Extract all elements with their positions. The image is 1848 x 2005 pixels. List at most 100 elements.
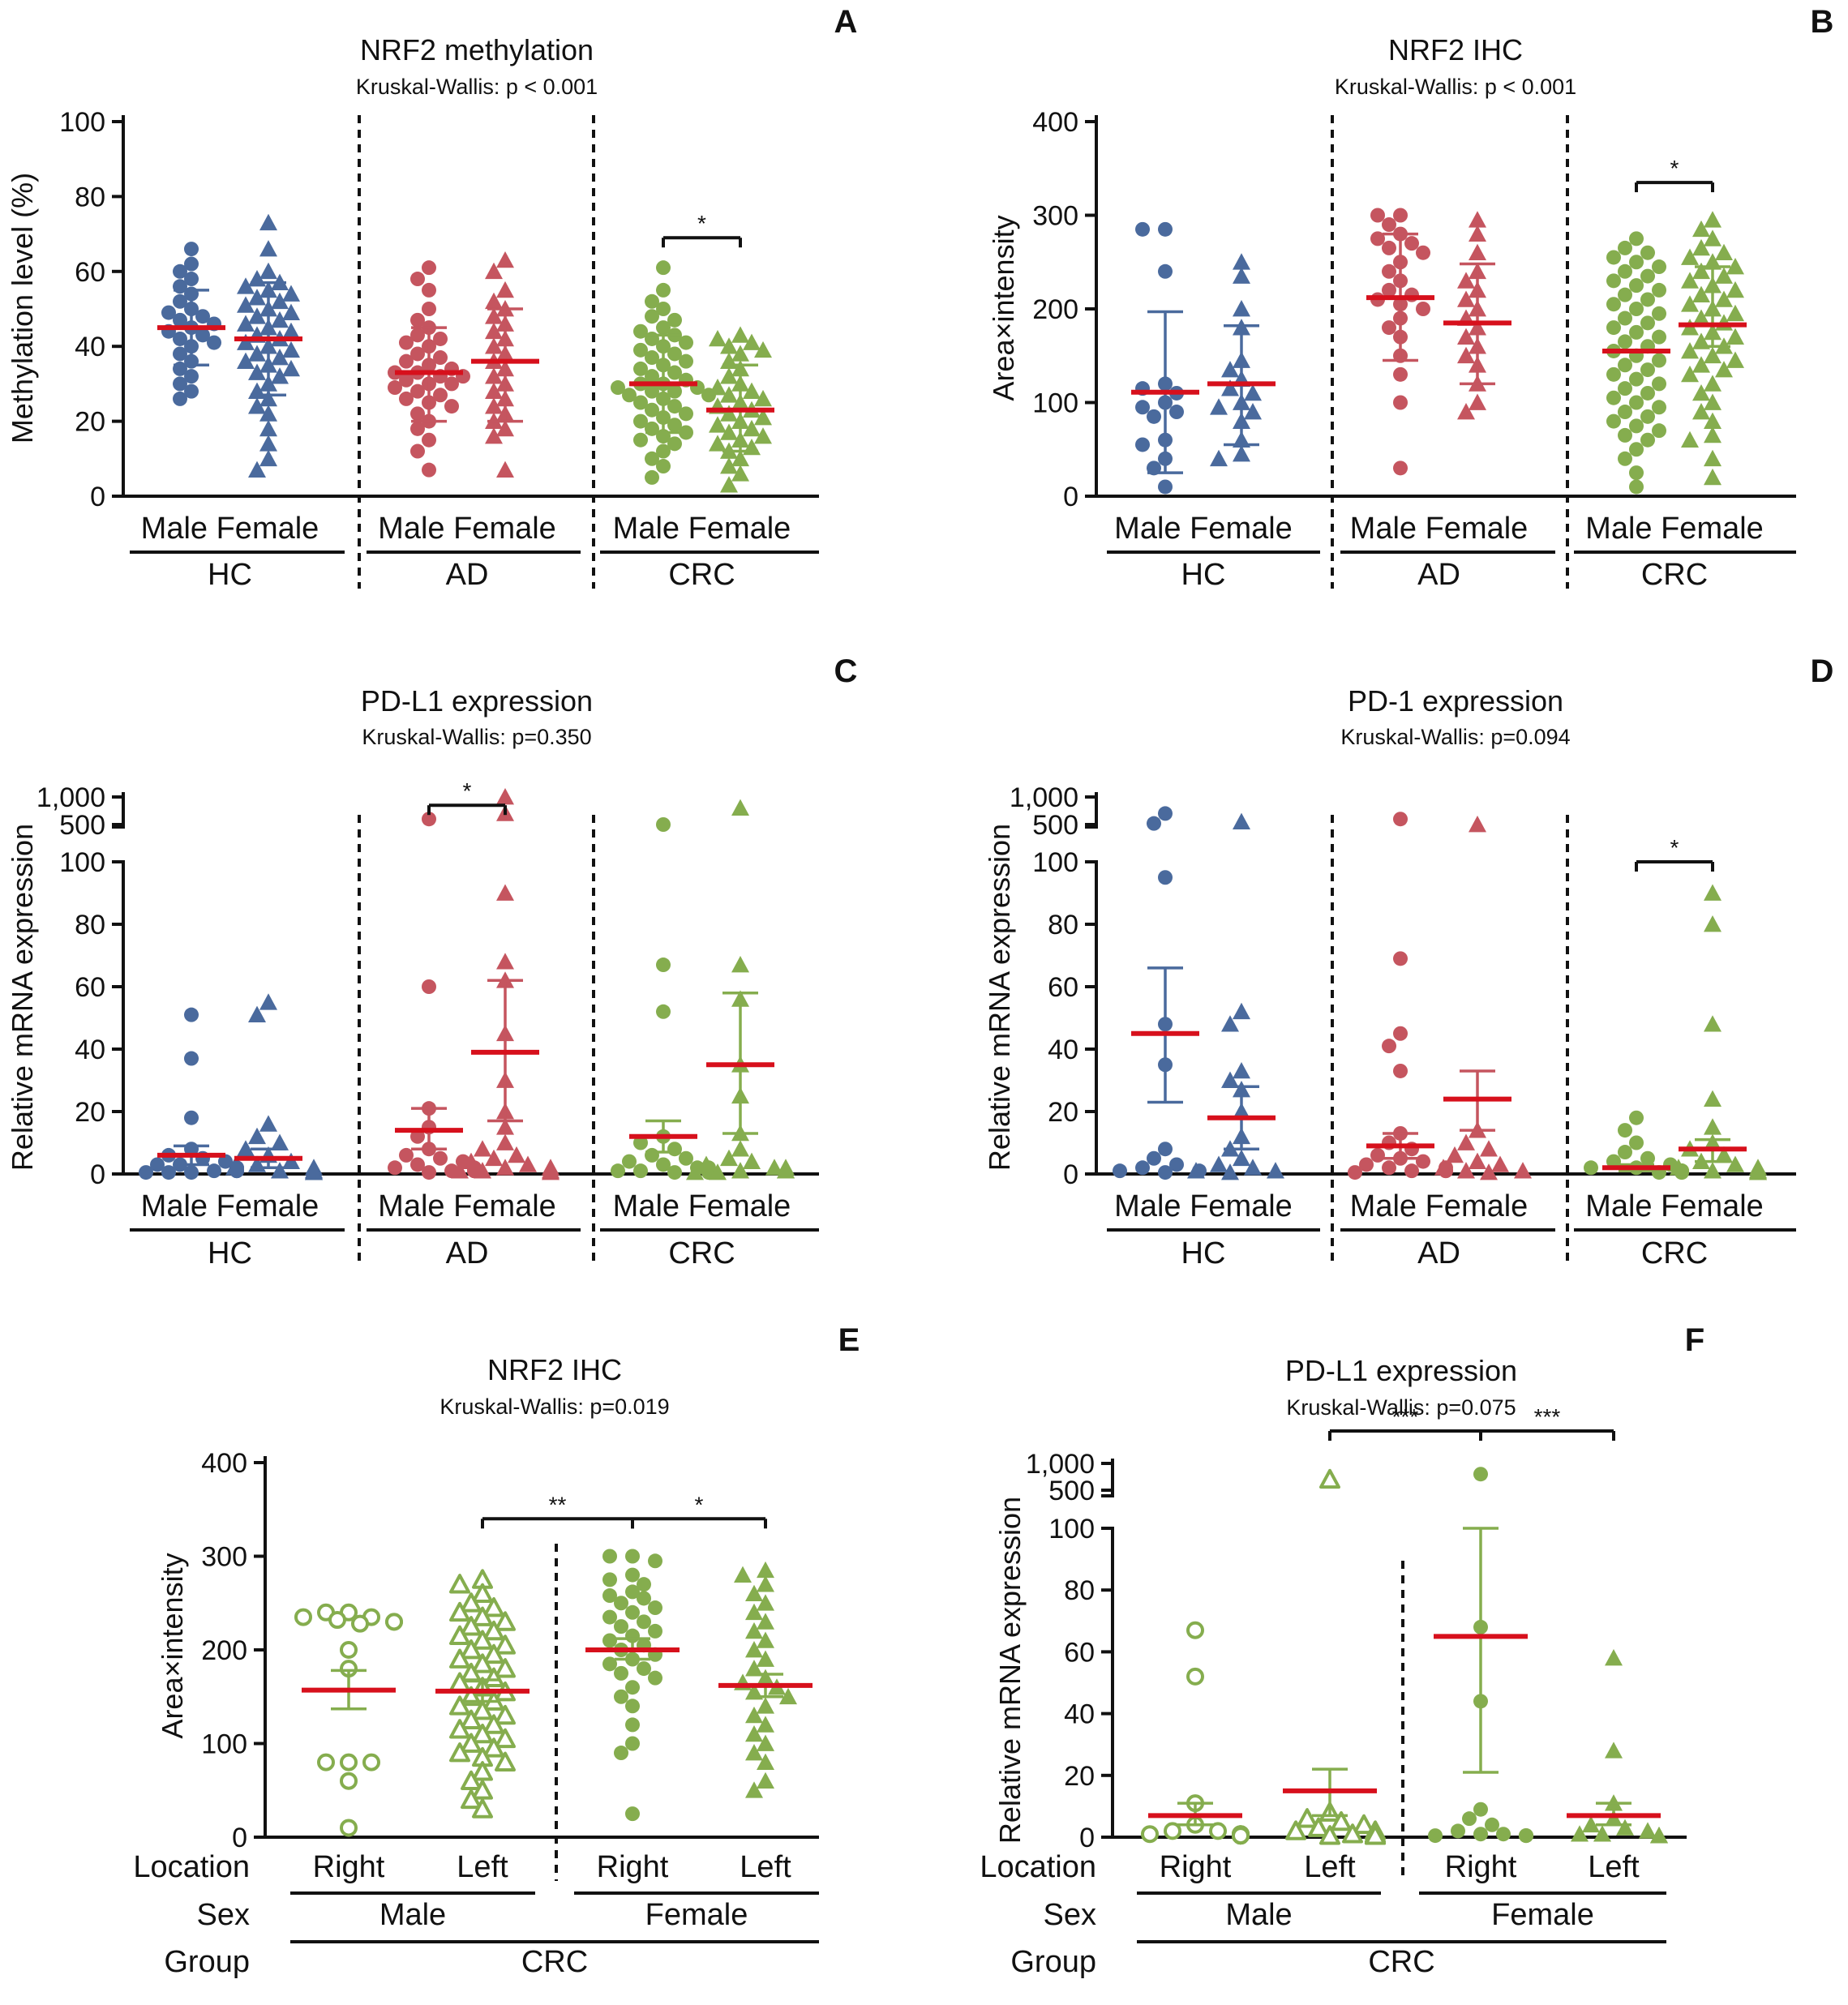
data-point-female: [1210, 1155, 1228, 1172]
data-point-female: [731, 465, 749, 482]
group-ad: Male Female AD: [367, 788, 581, 1270]
data-point-male: [1147, 816, 1161, 831]
column-right: Right: [1141, 1621, 1250, 1884]
category-label: Male Female: [1585, 1189, 1764, 1223]
data-point-male: [399, 353, 414, 369]
data-point: [1285, 1820, 1306, 1840]
data-point-female: [731, 1140, 749, 1157]
y-tick-label: 500: [1032, 810, 1078, 841]
data-point-male: [184, 1007, 199, 1022]
data-point-female: [1704, 468, 1722, 486]
data-point-male: [611, 380, 625, 396]
data-point: [625, 1567, 640, 1583]
data-point: [1519, 1828, 1533, 1844]
data-point-male: [1606, 413, 1621, 429]
data-point-male: [422, 979, 436, 994]
data-point-male: [1393, 395, 1408, 410]
location-label: Left: [1588, 1850, 1640, 1884]
data-point: [637, 1591, 651, 1606]
panel-d-texts: D PD-1 expression Kruskal-Wallis: p=0.09…: [983, 653, 1833, 1171]
data-point: [614, 1619, 628, 1634]
data-point: [1462, 1811, 1477, 1827]
column-right: Right: [1428, 1467, 1533, 1884]
data-point-female: [1704, 915, 1722, 932]
data-point-male: [1618, 311, 1632, 326]
data-point: [1342, 1823, 1363, 1844]
data-point: [614, 1596, 628, 1611]
data-point-female: [720, 337, 738, 354]
data-point-male: [410, 421, 425, 436]
data-point-female: [1726, 304, 1744, 322]
data-point-female: [485, 337, 503, 354]
data-point-male: [1606, 250, 1621, 265]
data-point-male: [422, 432, 436, 448]
data-point-male: [645, 469, 659, 485]
data-point-female: [1749, 1163, 1767, 1180]
data-point-male: [1382, 263, 1396, 279]
data-point: [495, 1704, 516, 1725]
data-point-female: [1726, 258, 1744, 275]
data-point-female: [248, 363, 266, 380]
data-point-male: [1618, 240, 1632, 255]
data-point: [317, 1753, 335, 1772]
data-point-female: [1726, 351, 1744, 368]
column-left: Left: [435, 1569, 530, 1884]
data-point-male: [656, 260, 671, 276]
data-point: [472, 1723, 493, 1744]
data-point-female: [709, 435, 727, 452]
data-point-male: [1370, 1147, 1385, 1163]
data-point-male: [1618, 1123, 1632, 1138]
data-point-male: [173, 376, 187, 392]
data-point-female: [1726, 1155, 1744, 1172]
data-point-female: [271, 349, 289, 366]
data-point-female: [451, 1162, 469, 1179]
y-tick-label: 200: [1032, 294, 1078, 325]
data-point-female: [1692, 220, 1710, 238]
data-point-female: [1692, 309, 1710, 326]
data-point: [602, 1656, 617, 1672]
data-point-male: [1618, 1145, 1632, 1160]
panel-b-texts: B NRF2 IHC Kruskal-Wallis: p < 0.001 Are…: [987, 4, 1833, 401]
data-point: [483, 1620, 504, 1641]
data-point: [1232, 1827, 1250, 1845]
data-point-male: [184, 242, 199, 257]
category-label: Male Female: [613, 512, 791, 546]
data-point-female: [1480, 1163, 1498, 1180]
data-point-male: [1618, 451, 1632, 466]
y-tick-label: 0: [90, 482, 105, 512]
data-point-male: [1618, 427, 1632, 443]
data-point-female: [1681, 248, 1699, 265]
data-point-male: [667, 365, 682, 380]
data-point-male: [1113, 1163, 1127, 1179]
data-point-female: [731, 326, 749, 343]
data-point-female: [686, 1163, 704, 1180]
data-point-female: [248, 307, 266, 324]
data-point-female: [1244, 1159, 1262, 1176]
data-point-male: [1629, 231, 1644, 246]
y-tick-label: 0: [1079, 1823, 1095, 1853]
data-point-male: [184, 272, 199, 287]
y-tick-label: 0: [232, 1823, 247, 1853]
data-point-female: [542, 1163, 560, 1180]
data-point-male: [399, 1147, 414, 1163]
data-point-female: [1704, 1015, 1722, 1032]
y-tick-label: 100: [59, 107, 105, 138]
data-point-male: [645, 369, 659, 384]
data-point: [1616, 1819, 1634, 1836]
data-point: [757, 1594, 774, 1611]
data-point: [461, 1770, 482, 1791]
data-point-female: [485, 292, 503, 310]
data-point-male: [184, 1110, 199, 1125]
data-point: [625, 1584, 640, 1600]
panel-c-ylabel: Relative mRNA expression: [6, 824, 39, 1171]
y-tick-label: 80: [1064, 1575, 1095, 1606]
data-point-female: [1233, 1061, 1250, 1079]
data-point-male: [410, 346, 425, 362]
data-point-male: [645, 293, 659, 309]
data-point-female: [777, 1162, 795, 1179]
category-label: Male Female: [378, 1189, 556, 1223]
y-tick-label: 60: [75, 257, 105, 288]
y-tick-label: 100: [59, 847, 105, 878]
data-point-male: [1640, 245, 1655, 260]
data-point-male: [444, 399, 459, 414]
